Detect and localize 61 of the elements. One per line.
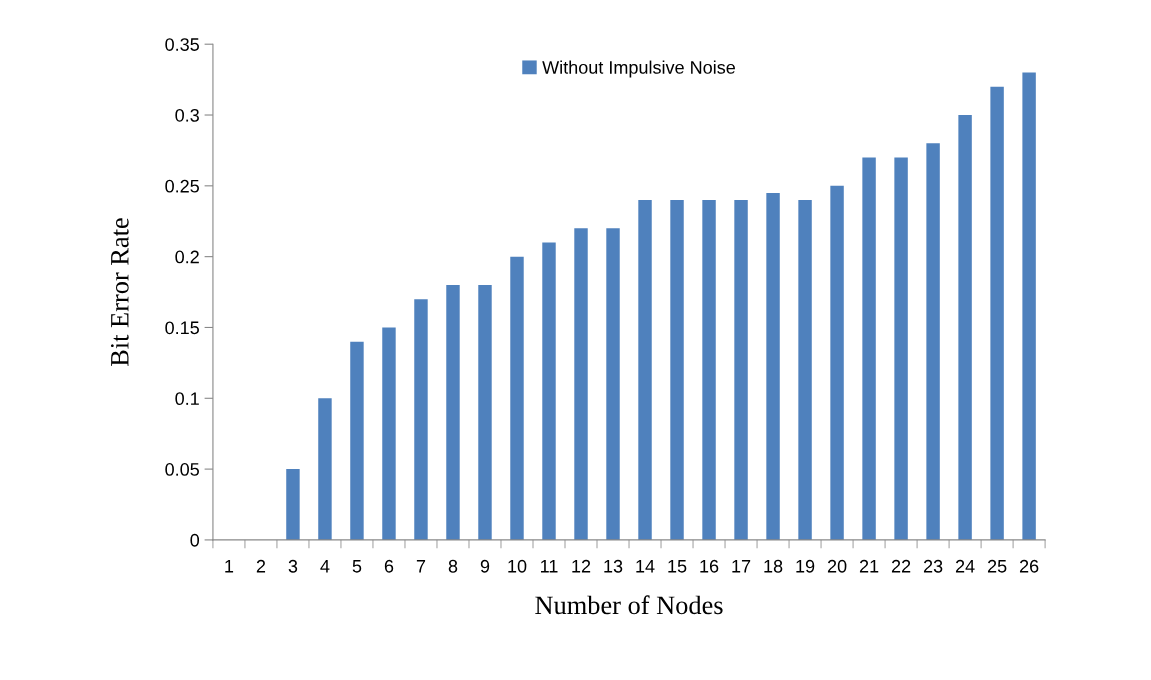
- x-tick-label: 25: [987, 559, 1007, 573]
- x-tick-label: 1: [225, 560, 234, 573]
- bar: [478, 284, 492, 540]
- x-tick-label: 9: [480, 559, 490, 573]
- bar: [382, 327, 396, 540]
- bar: [670, 200, 684, 540]
- x-tick-label: 12: [572, 559, 591, 573]
- y-tick-label: 0.35: [165, 38, 199, 51]
- bar: [862, 157, 876, 540]
- bar: [734, 200, 748, 540]
- x-tick-label: 5: [352, 560, 362, 573]
- bar: [606, 228, 620, 540]
- y-tick-label: 0: [190, 533, 200, 547]
- bar: [894, 157, 908, 540]
- x-tick-label: 20: [827, 559, 847, 573]
- bar: [286, 469, 300, 540]
- bar: [574, 228, 588, 540]
- bar: [830, 185, 844, 540]
- x-tick-label: 16: [700, 559, 719, 573]
- x-tick-label: 18: [764, 559, 783, 573]
- x-tick-label: 19: [796, 559, 815, 573]
- bar: [926, 143, 940, 540]
- x-tick-label: 17: [732, 560, 751, 573]
- y-tick-label: 0.05: [165, 463, 199, 476]
- bar: [990, 86, 1004, 540]
- x-tick-label: 8: [448, 559, 458, 573]
- x-tick-label: 13: [604, 559, 623, 573]
- bar: [510, 256, 524, 540]
- x-axis-title: Number of Nodes: [535, 595, 723, 615]
- x-tick-label: 7: [416, 560, 426, 573]
- y-tick-label: 0.25: [165, 179, 199, 193]
- bar: [542, 242, 556, 540]
- bar: [318, 398, 332, 540]
- bar: [638, 200, 652, 540]
- y-tick-label: 0.2: [175, 250, 199, 264]
- bar: [798, 200, 812, 540]
- bar: [414, 299, 428, 540]
- bar: [446, 284, 460, 540]
- bar: [702, 200, 716, 540]
- bar: [766, 192, 780, 540]
- x-tick-label: 2: [256, 559, 266, 573]
- x-tick-label: 23: [923, 559, 943, 573]
- x-tick-label: 15: [668, 560, 687, 573]
- x-tick-label: 26: [1019, 559, 1039, 573]
- bar: [350, 341, 364, 540]
- x-tick-label: 24: [955, 559, 975, 573]
- legend-label: Without Impulsive Noise: [542, 60, 735, 78]
- x-tick-label: 10: [508, 559, 527, 573]
- bar: [1022, 72, 1036, 540]
- x-tick-label: 14: [636, 560, 655, 573]
- x-tick-label: 11: [541, 560, 558, 573]
- bar: [958, 115, 972, 540]
- y-axis-title: Bit Error Rate: [110, 218, 129, 367]
- y-tick-label: 0.15: [165, 321, 199, 335]
- x-tick-label: 22: [891, 559, 911, 573]
- x-tick-label: 21: [859, 559, 879, 573]
- y-tick-label: 0.1: [175, 392, 199, 406]
- x-tick-label: 4: [320, 560, 330, 573]
- x-tick-label: 6: [384, 559, 394, 573]
- y-tick-label: 0.3: [175, 108, 199, 122]
- x-tick-label: 3: [288, 559, 298, 573]
